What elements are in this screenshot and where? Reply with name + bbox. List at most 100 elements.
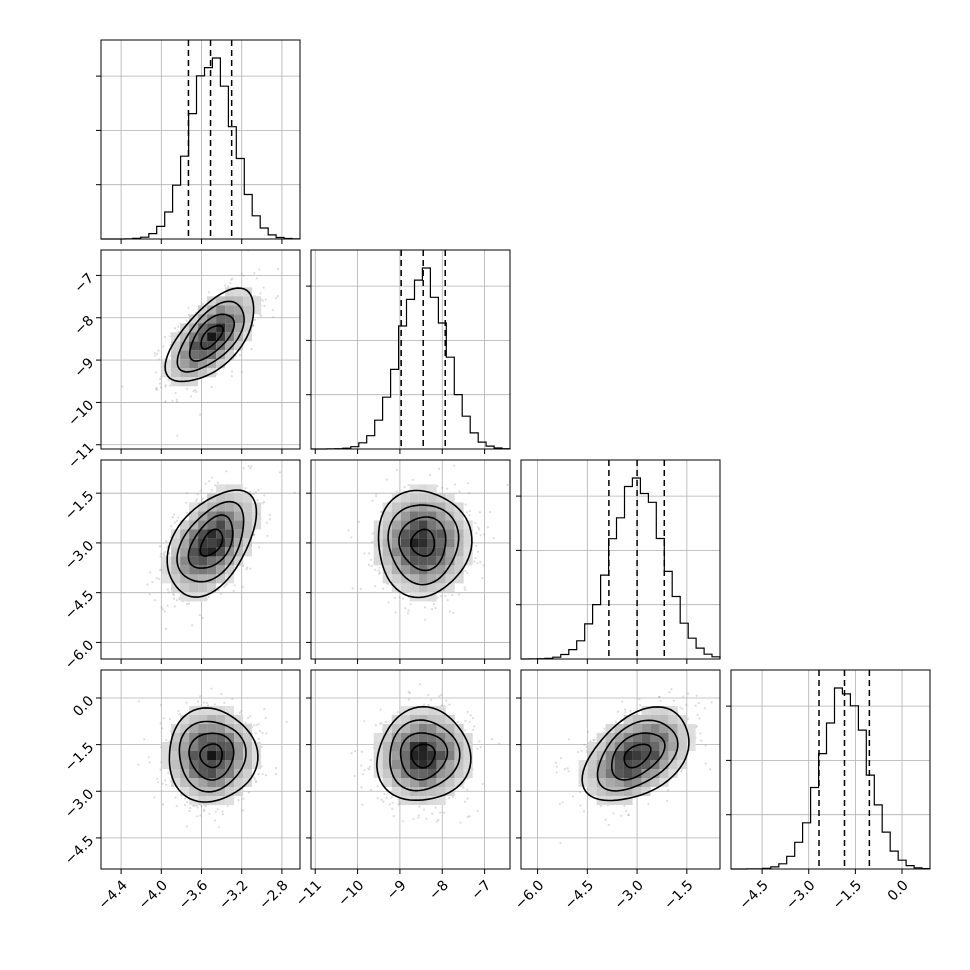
density-cell — [382, 547, 392, 557]
density-cell — [463, 733, 473, 742]
sample-point — [198, 614, 201, 617]
density-cell — [225, 547, 235, 557]
sample-point — [479, 745, 482, 749]
sample-point — [166, 604, 169, 607]
density-cell — [445, 556, 455, 566]
sample-point — [276, 267, 280, 271]
density-cell — [623, 715, 633, 724]
sample-point — [395, 468, 398, 472]
sample-point — [589, 740, 592, 743]
sample-point — [371, 541, 374, 544]
sample-point — [347, 529, 350, 532]
density-cell — [596, 760, 606, 769]
density-cell — [225, 706, 235, 715]
sample-point — [448, 610, 451, 613]
density-cell — [427, 493, 437, 503]
sample-point — [242, 797, 245, 800]
density-cell — [382, 769, 392, 778]
sample-point — [242, 467, 245, 470]
density-cell — [243, 502, 253, 512]
density-cell — [391, 529, 401, 539]
sample-point — [488, 510, 492, 514]
sample-point — [567, 738, 570, 741]
sample-point — [160, 606, 163, 609]
sample-point — [169, 384, 172, 387]
density-cell — [427, 778, 437, 787]
sample-point — [189, 395, 192, 398]
density-cell — [162, 574, 172, 584]
scatter-panel-3-1 — [96, 446, 301, 664]
density-cell — [198, 742, 208, 751]
density-cell — [445, 760, 455, 769]
density-cell — [225, 323, 235, 333]
density-cell — [373, 733, 383, 742]
sample-point — [221, 446, 223, 448]
density-cell — [189, 341, 199, 351]
sample-point — [492, 537, 495, 540]
sample-point — [276, 295, 279, 298]
sample-point — [481, 782, 484, 786]
sample-point — [148, 593, 151, 596]
sample-point — [172, 513, 176, 516]
density-cell — [668, 769, 678, 778]
sample-point — [185, 701, 188, 704]
density-cell — [427, 538, 437, 548]
sample-point — [163, 610, 166, 613]
sample-point — [471, 728, 475, 731]
density-cell — [171, 742, 181, 751]
sample-point — [158, 358, 161, 361]
density-group — [137, 687, 288, 829]
sample-point — [238, 711, 241, 714]
sample-point — [229, 281, 232, 285]
sample-point — [434, 607, 437, 610]
sample-point — [196, 700, 200, 703]
sample-point — [254, 780, 257, 783]
density-cell — [409, 706, 419, 715]
density-cell — [243, 733, 253, 742]
density-cell — [436, 706, 446, 715]
density-cell — [668, 751, 678, 760]
sample-point — [697, 702, 700, 705]
sample-point — [698, 717, 701, 720]
sample-point — [427, 703, 430, 707]
sample-point — [408, 691, 411, 695]
sample-point — [223, 585, 226, 589]
density-cell — [198, 751, 208, 760]
sample-point — [436, 596, 439, 599]
sample-point — [367, 552, 371, 555]
density-cell — [454, 538, 464, 548]
density-cell — [234, 511, 244, 521]
density-cell — [436, 556, 446, 566]
sample-point — [647, 802, 650, 805]
x-tick-label: −11 — [293, 877, 325, 909]
panel-frame — [520, 669, 721, 870]
sample-point — [476, 747, 479, 750]
density-cell — [207, 511, 217, 521]
density-cell — [391, 556, 401, 566]
density-cell — [225, 511, 235, 521]
panel-frame — [100, 39, 301, 240]
sample-point — [635, 713, 638, 716]
sample-point — [464, 569, 467, 573]
sample-point — [201, 497, 204, 500]
density-cell — [400, 715, 410, 724]
density-cell — [668, 724, 678, 733]
sample-point — [453, 483, 456, 486]
sample-point — [199, 814, 202, 817]
density-cell — [198, 733, 208, 742]
density-cell — [198, 769, 208, 778]
sample-point — [178, 713, 181, 716]
sample-point — [567, 770, 570, 773]
sample-point — [230, 370, 234, 373]
density-cell — [400, 538, 410, 548]
density-cell — [189, 778, 199, 787]
density-cell — [225, 484, 235, 494]
density-cell — [216, 796, 226, 805]
sample-point — [464, 503, 467, 506]
sample-point — [161, 608, 165, 611]
density-cell — [400, 796, 410, 805]
density-cell — [373, 742, 383, 751]
panel-frame — [100, 249, 301, 450]
sample-point — [159, 704, 163, 707]
sample-point — [368, 765, 371, 768]
